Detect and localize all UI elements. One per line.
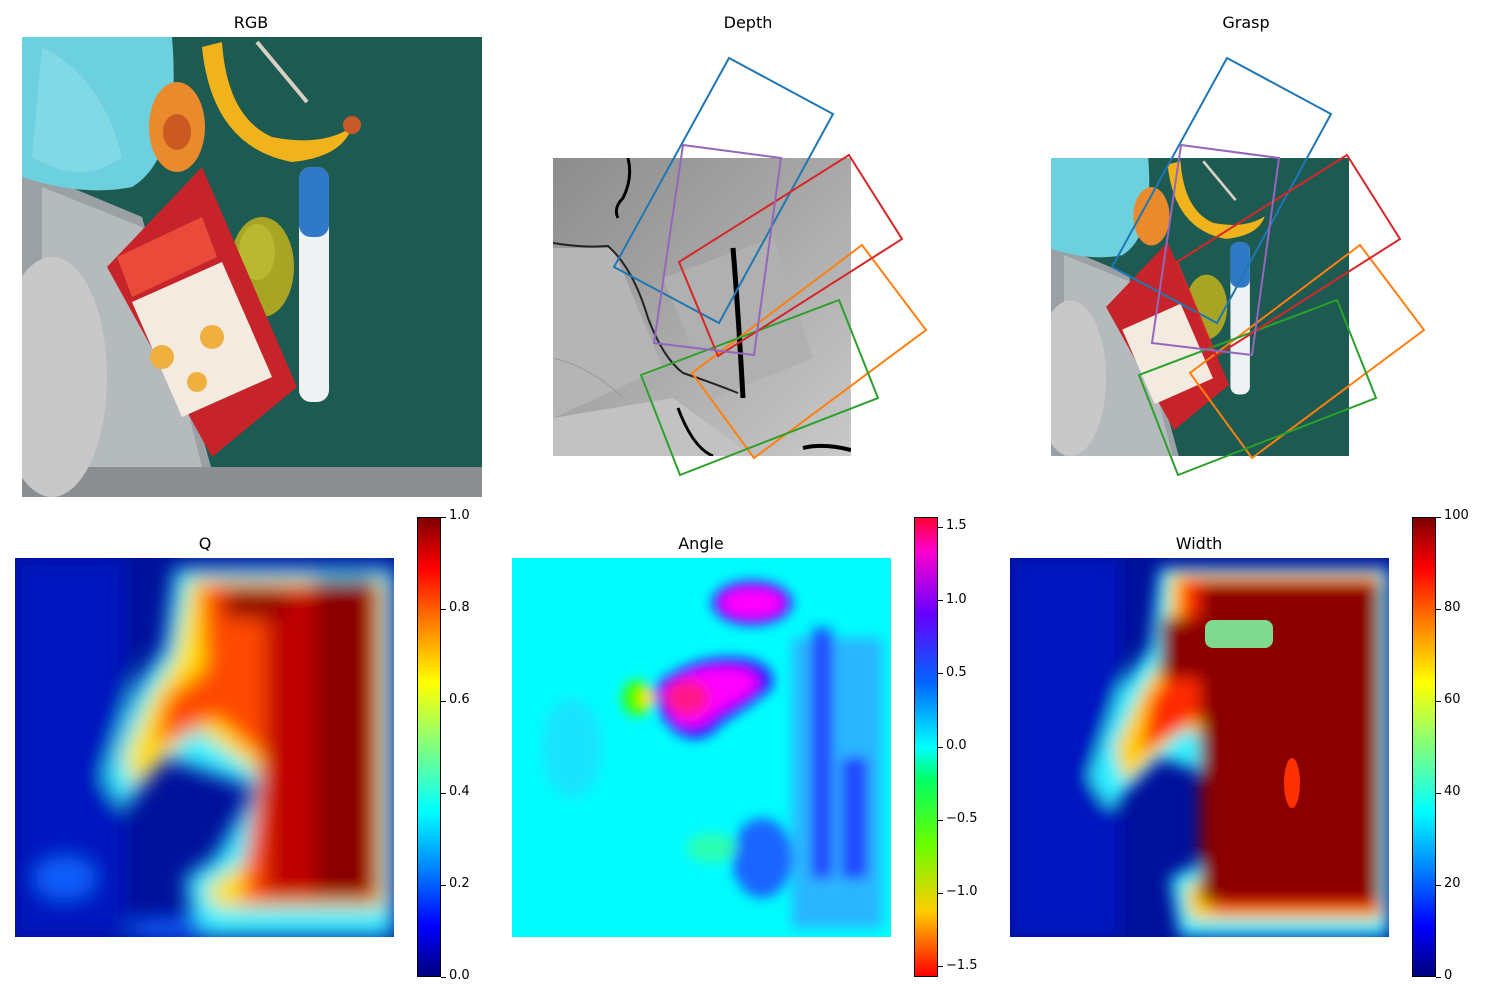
colorbar-tick-label: 20 bbox=[1444, 876, 1461, 891]
grasp-rectangle bbox=[639, 298, 880, 477]
colorbar-tick-mark bbox=[1436, 792, 1441, 794]
angle-colorbar bbox=[914, 517, 938, 977]
q-heatmap-image bbox=[15, 558, 394, 937]
colorbar-tick-label: 100 bbox=[1444, 508, 1469, 523]
grasp-rectangle bbox=[612, 56, 835, 325]
colorbar-tick-mark bbox=[441, 884, 446, 886]
colorbar-tick-label: 0.4 bbox=[449, 784, 470, 799]
grasp-rectangle bbox=[690, 243, 928, 460]
grasp-rectangle bbox=[1175, 153, 1402, 358]
grasp-rectangle bbox=[677, 153, 904, 358]
colorbar-tick-label: 0.2 bbox=[449, 876, 470, 891]
colorbar-tick-mark bbox=[938, 892, 943, 894]
grasp-grasp-rectangles bbox=[1110, 56, 1426, 477]
width-title: Width bbox=[1175, 534, 1223, 553]
colorbar-tick-label: 1.0 bbox=[946, 591, 967, 607]
q-title: Q bbox=[198, 534, 212, 553]
grasp-rectangle bbox=[652, 143, 783, 357]
grasp-title: Grasp bbox=[1222, 13, 1270, 32]
grasp-rectangle bbox=[1188, 243, 1426, 460]
colorbar-tick-label: 0.0 bbox=[449, 968, 470, 983]
colorbar-tick-mark bbox=[441, 608, 446, 610]
q-colorbar bbox=[417, 517, 441, 977]
depth-grasp-rectangles bbox=[612, 56, 928, 477]
colorbar-tick-label: −1.5 bbox=[946, 957, 978, 973]
colorbar-tick-mark bbox=[938, 526, 943, 528]
depth-image bbox=[553, 158, 851, 456]
colorbar-tick-mark bbox=[938, 600, 943, 602]
colorbar-tick-label: 60 bbox=[1444, 692, 1461, 707]
rgb-scene bbox=[22, 37, 482, 497]
colorbar-tick-mark bbox=[938, 746, 943, 748]
colorbar-tick-mark bbox=[1436, 884, 1441, 886]
colorbar-tick-label: −1.0 bbox=[946, 884, 978, 900]
grasp-rectangle bbox=[1150, 143, 1281, 357]
colorbar-tick-mark bbox=[1436, 700, 1441, 702]
colorbar-tick-label: −0.5 bbox=[946, 811, 978, 827]
colorbar-tick-mark bbox=[1436, 976, 1441, 978]
colorbar-tick-label: 0 bbox=[1444, 968, 1453, 983]
grasp-rectangle bbox=[1110, 56, 1333, 325]
depth-scene bbox=[553, 158, 851, 456]
colorbar-tick-mark bbox=[938, 819, 943, 821]
angle-title: Angle bbox=[678, 534, 724, 553]
colorbar-tick-label: 1.5 bbox=[946, 518, 967, 534]
colorbar-tick-mark bbox=[441, 976, 446, 978]
q-heatmap bbox=[15, 558, 394, 937]
width-heatmap-image bbox=[1010, 558, 1389, 937]
colorbar-tick-mark bbox=[1436, 516, 1441, 518]
width-heatmap bbox=[1010, 558, 1389, 937]
colorbar-tick-mark bbox=[1436, 608, 1441, 610]
rgb-title: RGB bbox=[233, 13, 269, 32]
colorbar-tick-mark bbox=[441, 700, 446, 702]
colorbar-tick-mark bbox=[938, 966, 943, 968]
angle-heatmap bbox=[512, 558, 891, 937]
colorbar-tick-label: 0.6 bbox=[449, 692, 470, 707]
colorbar-tick-label: 0.5 bbox=[946, 664, 967, 680]
grasp-rectangle bbox=[1137, 298, 1378, 477]
colorbar-tick-mark bbox=[441, 516, 446, 518]
angle-heatmap-image bbox=[512, 558, 891, 937]
colorbar-tick-label: 1.0 bbox=[449, 508, 470, 523]
colorbar-tick-label: 80 bbox=[1444, 600, 1461, 615]
colorbar-tick-label: 40 bbox=[1444, 784, 1461, 799]
colorbar-tick-mark bbox=[938, 673, 943, 675]
colorbar-tick-mark bbox=[441, 792, 446, 794]
colorbar-tick-label: 0.8 bbox=[449, 600, 470, 615]
colorbar-tick-label: 0.0 bbox=[946, 738, 967, 753]
rgb-image bbox=[22, 37, 482, 497]
width-colorbar bbox=[1412, 517, 1436, 977]
depth-title: Depth bbox=[723, 13, 773, 32]
